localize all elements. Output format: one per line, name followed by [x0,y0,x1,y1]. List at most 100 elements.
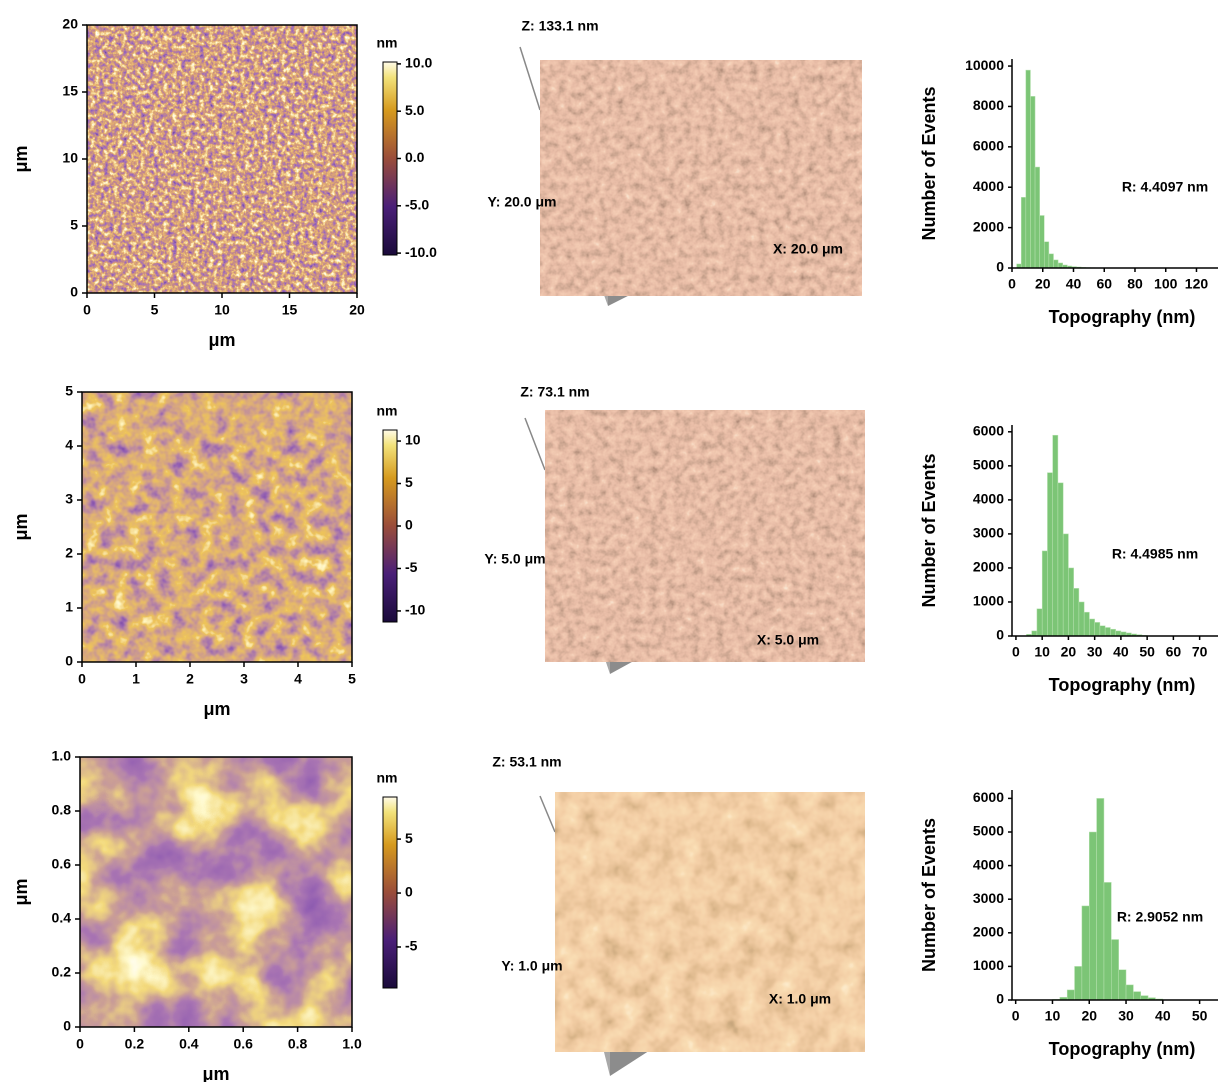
histogram-bar [1058,483,1063,636]
y-tick-label: 2000 [973,218,1004,234]
x-tick-label: 0 [1012,1008,1020,1024]
x-tick-label: 60 [1096,276,1112,292]
y-tick-label: 6000 [973,789,1004,805]
y-tick-label: 8000 [973,97,1004,113]
y-tick-label: 0 [63,1018,71,1034]
x-tick-label: 1 [132,671,140,687]
afm-image [87,25,357,293]
y-tick-label: 0 [65,653,73,669]
x-tick-label: 120 [1185,276,1209,292]
histogram-bar [1021,197,1026,268]
histogram-bar [1042,551,1047,636]
histogram-bar [1030,96,1035,268]
y-tick-label: 2 [65,545,73,561]
x-label: X: 20.0 μm [773,241,843,257]
histogram-bar [1079,602,1084,636]
y-tick-label: 0.8 [52,802,72,818]
y-tick-label: 10000 [965,57,1004,73]
histogram-bar [1110,629,1115,636]
x-tick-label: 0 [78,671,86,687]
surface-top [545,410,865,662]
x-tick-label: 4 [294,671,302,687]
z-axis-line [525,418,545,470]
histogram-bar [1089,619,1094,636]
x-axis-label: μm [208,330,235,350]
surface-top [540,60,862,296]
y-label: Y: 20.0 μm [487,194,556,210]
x-tick-label: 40 [1113,644,1129,660]
x-tick-label: 5 [151,302,159,318]
histogram-bar [1037,609,1042,636]
x-tick-label: 20 [1061,644,1077,660]
histogram-bar [1082,906,1089,1000]
x-tick-label: 0.8 [288,1036,308,1052]
z-axis-line [520,47,540,110]
colorbar-tick-label: 0 [405,517,413,533]
y-tick-label: 2000 [973,559,1004,575]
histogram-bar [1026,70,1031,268]
y-axis-label: μm [11,878,31,905]
x-tick-label: 2 [186,671,194,687]
y-tick-label: 3000 [973,525,1004,541]
colorbar-label: nm [377,403,398,419]
y-tick-label: 5000 [973,457,1004,473]
histogram-bar [1111,940,1118,1000]
y-tick-label: 6000 [973,423,1004,439]
colorbar-tick-label: 5 [405,474,413,490]
x-tick-label: 50 [1139,644,1155,660]
y-axis-label: Number of Events [919,818,939,972]
x-tick-label: 3 [240,671,248,687]
x-tick-label: 15 [282,302,298,318]
y-tick-label: 1.0 [52,748,72,764]
x-axis-label: Topography (nm) [1049,307,1196,327]
histogram-bar [1040,215,1045,268]
annotation: R: 4.4097 nm [1122,179,1208,195]
y-tick-label: 0 [996,627,1004,643]
z-label: Z: 53.1 nm [492,754,561,770]
histogram-bar [1074,588,1079,636]
x-label: X: 5.0 μm [757,632,819,648]
x-tick-label: 20 [1081,1008,1097,1024]
colorbar [383,797,397,988]
histogram-bar [1053,435,1058,636]
y-tick-label: 1 [65,599,73,615]
x-label: X: 1.0 μm [769,991,831,1007]
colorbar-tick-label: -5 [405,559,418,575]
colorbar-tick-label: 5 [405,830,413,846]
y-tick-label: 15 [62,83,78,99]
histogram-bar [1126,985,1133,1000]
x-tick-label: 1.0 [342,1036,362,1052]
histogram-bar [1049,254,1054,268]
x-tick-label: 10 [214,302,230,318]
y-tick-label: 0 [996,991,1004,1007]
histogram-bar [1095,622,1100,636]
y-tick-label: 10 [62,150,78,166]
colorbar-tick-label: 0.0 [405,149,425,165]
x-tick-label: 30 [1118,1008,1134,1024]
y-tick-label: 4000 [973,178,1004,194]
y-tick-label: 3000 [973,890,1004,906]
x-axis-label: Topography (nm) [1049,1039,1196,1059]
y-tick-label: 20 [62,16,78,32]
y-tick-label: 4 [65,437,73,453]
x-tick-label: 0 [83,302,91,318]
y-tick-label: 0 [70,284,78,300]
z-label: Z: 133.1 nm [521,18,598,34]
x-tick-label: 0 [1008,276,1016,292]
annotation: R: 4.4985 nm [1112,546,1198,562]
colorbar-label: nm [377,770,398,786]
colorbar-tick-label: -10 [405,602,425,618]
histogram-bar [1116,631,1121,636]
x-tick-label: 40 [1155,1008,1171,1024]
y-axis-label: Number of Events [919,86,939,240]
colorbar-tick-label: 10.0 [405,55,432,71]
histogram-bar [1089,832,1096,1000]
histogram-bar [1032,631,1037,636]
histogram-bar [1035,167,1040,268]
afm-image [82,392,352,662]
z-label: Z: 73.1 nm [520,384,589,400]
colorbar-tick-label: -10.0 [405,244,437,260]
x-tick-label: 20 [349,302,365,318]
histogram-bar [1044,242,1049,268]
y-tick-label: 3 [65,491,73,507]
